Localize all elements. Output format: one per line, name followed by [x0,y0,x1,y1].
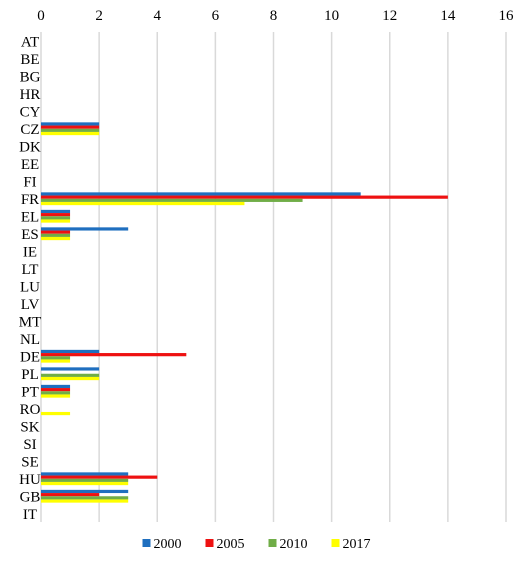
category-label-lv: LV [21,297,40,313]
legend: 2000 2005 2010 2017 [142,537,371,552]
category-label-it: IT [23,507,37,523]
category-label-cz: CZ [20,122,39,138]
category-label-ro: RO [20,402,41,418]
category-label-el: EL [21,209,39,225]
bar-cz-2010 [41,128,100,132]
bar-pt-2005 [41,388,71,392]
bar-hu-2000 [41,472,129,476]
category-label-be: BE [20,52,39,68]
legend-label-2005: 2005 [217,537,245,552]
bar-ro-2017 [41,411,71,416]
bar-cz-2000 [41,122,100,126]
bar-gb-2000 [41,489,129,494]
category-label-mt: MT [19,314,42,330]
bar-pl-2010 [41,373,100,377]
bar-el-2010 [41,216,71,220]
x-tick-label-14: 14 [440,8,456,24]
bar-el-2000 [41,209,71,214]
category-label-ee: EE [21,157,39,173]
x-tick-label-16: 16 [499,8,515,24]
legend-swatch-2010 [268,539,277,547]
category-label-pl: PL [21,367,39,383]
bar-fr-2017 [41,201,245,206]
legend-label-2000: 2000 [154,537,182,552]
x-tick-label-0: 0 [37,8,45,24]
category-label-si: SI [23,437,36,453]
bar-es-2000 [41,227,129,231]
category-label-de: DE [20,349,40,365]
grid-lines [40,32,507,522]
bar-pt-2017 [41,394,71,398]
bar-el-2005 [41,213,71,217]
x-tick-label-6: 6 [212,8,220,24]
bar-es-2017 [41,236,71,241]
x-tick-label-12: 12 [382,8,397,24]
bar-es-2005 [41,230,71,234]
category-label-nl: NL [20,332,40,348]
bar-gb-2017 [41,499,129,503]
category-label-cy: CY [20,104,41,120]
category-label-dk: DK [19,139,41,155]
category-label-ie: IE [23,244,37,260]
bar-pl-2017 [41,376,100,381]
x-tick-label-2: 2 [95,8,103,24]
x-tick-label-8: 8 [270,8,278,24]
legend-label-2010: 2010 [280,537,308,552]
category-label-es: ES [21,227,39,243]
bar-de-2010 [41,356,71,360]
legend-label-2017: 2017 [343,537,371,552]
x-tick-labels: 0 2 4 6 8 10 12 14 16 [37,8,514,24]
category-label-at: AT [21,34,39,50]
bar-hu-2005 [41,475,158,479]
category-label-hr: HR [20,87,41,103]
category-label-pt: PT [21,384,39,400]
category-label-fr: FR [21,192,39,208]
bar-de-2005 [41,353,187,357]
x-tick-label-4: 4 [154,8,162,24]
bar-fr-2000 [41,192,361,196]
bar-fr-2005 [41,195,448,199]
bar-el-2017 [41,219,71,223]
bar-fr-2010 [41,198,303,202]
category-label-fi: FI [23,174,36,190]
bar-gb-2010 [41,496,129,500]
x-tick-label-10: 10 [324,8,339,24]
category-label-lt: LT [22,262,39,278]
bar-cz-2017 [41,131,100,136]
bar-pt-2010 [41,391,71,395]
bars [41,122,448,503]
bar-hu-2017 [41,481,129,486]
bar-hu-2010 [41,478,129,482]
legend-swatch-2005 [205,539,214,547]
bar-gb-2005 [41,493,100,497]
category-label-sk: SK [20,419,39,435]
category-label-bg: BG [20,69,41,85]
legend-swatch-2000 [142,539,151,547]
bar-de-2000 [41,349,100,354]
bar-es-2010 [41,233,71,237]
category-label-se: SE [21,454,39,470]
bar-pl-2000 [41,367,100,371]
category-label-lu: LU [20,279,40,295]
bar-de-2017 [41,359,71,363]
bar-pt-2000 [41,384,71,389]
category-label-hu: HU [19,472,41,488]
legend-swatch-2017 [331,539,340,547]
bar-cz-2005 [41,125,100,129]
category-label-gb: GB [20,489,41,505]
